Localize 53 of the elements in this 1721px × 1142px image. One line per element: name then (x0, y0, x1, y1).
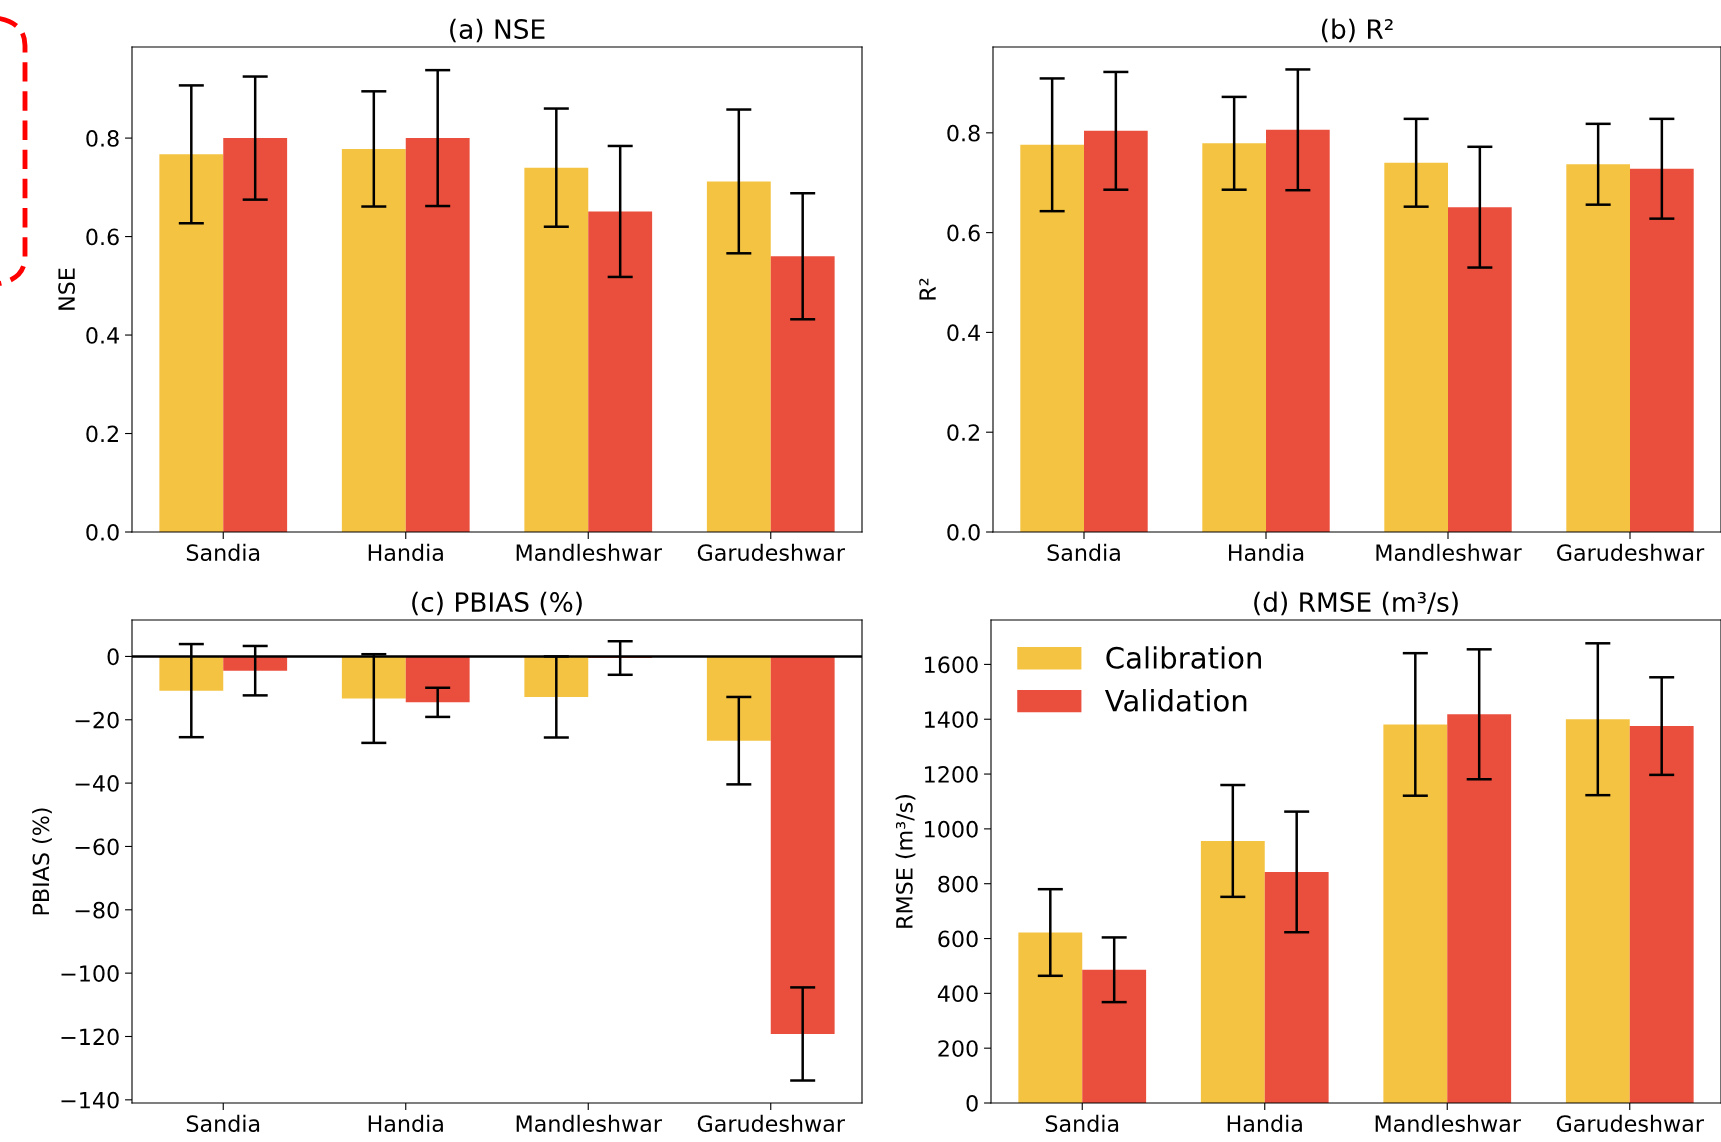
y-tick-label: 0.2 (86, 425, 118, 443)
y-tick-label: −100 (61, 965, 119, 982)
y-tick-label: 0.0 (86, 523, 119, 541)
x-tick-label: Sandia (186, 543, 260, 562)
y-tick-label: 0.4 (947, 324, 980, 342)
y-tick-label: −40 (75, 775, 119, 792)
y-tick-label: 600 (938, 930, 978, 948)
y-axis-title: PBIAS (%) (32, 808, 52, 915)
y-tick-label: 1200 (925, 766, 978, 783)
chart-title: (a) NSE (450, 18, 545, 43)
y-tick-label: 0.2 (947, 424, 979, 441)
y-tick-label: −120 (61, 1028, 119, 1046)
y-tick-label: 0 (966, 1094, 978, 1112)
chart-title: (c) PBIAS (%) (412, 591, 582, 616)
y-tick-label: 1400 (925, 711, 978, 728)
x-tick-label: Mandleshwar (516, 1114, 662, 1133)
x-tick-label: Garudeshwar (697, 1114, 845, 1133)
y-tick-label: 0.4 (86, 327, 119, 344)
y-tick-label: 0.0 (947, 523, 980, 541)
y-tick-label: −80 (75, 901, 119, 919)
x-tick-label: Handia (1227, 1114, 1302, 1133)
x-tick-label: Handia (1229, 543, 1304, 562)
x-tick-label: Garudeshwar (1556, 1114, 1704, 1133)
x-tick-label: Sandia (1045, 1114, 1119, 1133)
y-tick-label: 1600 (925, 656, 978, 674)
legend-label: Calibration (1106, 646, 1261, 669)
legend-label: Validation (1104, 689, 1247, 712)
y-tick-label: 0 (107, 648, 119, 666)
x-tick-label: Handia (368, 543, 443, 562)
y-tick-label: 400 (937, 985, 978, 1003)
y-tick-label: 0.8 (86, 130, 119, 147)
chart-title: (d) RMSE (m³/s) (1254, 591, 1458, 616)
x-tick-label: Garudeshwar (697, 543, 845, 562)
y-tick-label: 200 (938, 1040, 978, 1057)
y-tick-label: 800 (938, 875, 978, 893)
x-tick-label: Mandleshwar (1375, 1114, 1521, 1133)
chart-title: (b) R² (1321, 18, 1393, 43)
x-tick-label: Sandia (186, 1114, 260, 1133)
x-tick-label: Mandleshwar (516, 543, 662, 562)
y-tick-label: 0.6 (86, 228, 119, 246)
y-axis-title: RMSE (m³/s) (895, 795, 916, 928)
x-tick-label: Mandleshwar (1376, 543, 1522, 562)
y-tick-label: 0.6 (947, 224, 980, 242)
y-tick-label: −20 (75, 711, 119, 729)
x-tick-label: Sandia (1047, 543, 1120, 562)
y-tick-label: −60 (75, 838, 119, 856)
y-axis-title: R² (919, 278, 936, 300)
x-tick-label: Garudeshwar (1557, 543, 1705, 562)
y-tick-label: 0.8 (947, 124, 980, 142)
y-axis-title: NSE (58, 268, 75, 310)
x-tick-label: Handia (368, 1114, 443, 1133)
y-tick-label: −140 (61, 1091, 119, 1109)
y-tick-label: 1000 (925, 820, 978, 838)
